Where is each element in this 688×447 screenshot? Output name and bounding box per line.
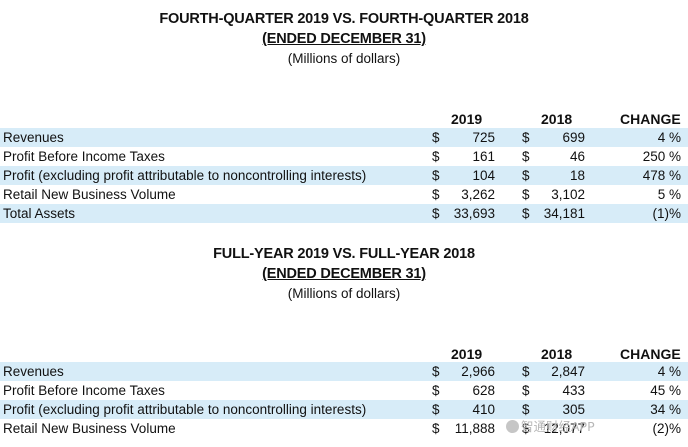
value-2018: 433	[562, 383, 585, 398]
row-label: Retail New Business Volume	[3, 421, 176, 436]
value-2018: 3,102	[551, 187, 585, 202]
change-value: 4 %	[657, 364, 681, 379]
value-2019: 410	[472, 402, 495, 417]
fy-units: (Millions of dollars)	[287, 286, 401, 301]
table-row: Revenues $ 2,966 $ 2,847 4 %	[0, 362, 688, 381]
dollar-sign: $	[432, 187, 440, 202]
watermark-logo-icon	[506, 420, 519, 433]
change-value: 250 %	[642, 149, 681, 164]
table-row: Revenues $ 725 $ 699 4 %	[0, 128, 688, 147]
row-label: Retail New Business Volume	[3, 187, 176, 202]
dollar-sign: $	[522, 383, 530, 398]
dollar-sign: $	[522, 168, 530, 183]
table-row: Profit (excluding profit attributable to…	[0, 400, 688, 419]
fy-subtitle: (ENDED DECEMBER 31)	[262, 266, 426, 282]
dollar-sign: $	[522, 364, 530, 379]
row-label: Profit (excluding profit attributable to…	[3, 402, 367, 417]
value-2019: 11,888	[454, 421, 495, 436]
fy-col-change: CHANGE	[620, 346, 681, 362]
change-value: 478 %	[642, 168, 681, 183]
change-value: 5 %	[657, 187, 681, 202]
dollar-sign: $	[432, 168, 440, 183]
q4-col-change: CHANGE	[620, 111, 681, 127]
change-value: 4 %	[657, 130, 681, 145]
value-2018: 12,077	[543, 421, 585, 436]
value-2018: 18	[569, 168, 585, 183]
row-label: Profit Before Income Taxes	[3, 383, 165, 398]
watermark: 智通财经APP	[506, 416, 595, 435]
table-row: Profit Before Income Taxes $ 161 $ 46 25…	[0, 147, 688, 166]
value-2018: 699	[562, 130, 585, 145]
dollar-sign: $	[432, 402, 440, 417]
fy-col-2018: 2018	[541, 346, 573, 362]
dollar-sign: $	[522, 130, 530, 145]
dollar-sign: $	[522, 206, 530, 221]
row-label: Revenues	[3, 364, 64, 379]
dollar-sign: $	[522, 402, 530, 417]
value-2018: 34,181	[543, 206, 585, 221]
value-2019: 104	[472, 168, 495, 183]
dollar-sign: $	[522, 149, 530, 164]
table-row: Profit Before Income Taxes $ 628 $ 433 4…	[0, 381, 688, 400]
dollar-sign: $	[432, 383, 440, 398]
value-2019: 628	[472, 383, 495, 398]
dollar-sign: $	[522, 421, 530, 436]
dollar-sign: $	[432, 130, 440, 145]
change-value: 34 %	[650, 402, 681, 417]
dollar-sign: $	[432, 206, 440, 221]
value-2018: 46	[569, 149, 585, 164]
dollar-sign: $	[432, 149, 440, 164]
fy-col-2019: 2019	[451, 346, 483, 362]
table-row: Retail New Business Volume $ 3,262 $ 3,1…	[0, 185, 688, 204]
q4-units: (Millions of dollars)	[287, 51, 401, 66]
row-label: Profit (excluding profit attributable to…	[3, 168, 367, 183]
value-2019: 3,262	[461, 187, 495, 202]
change-value: (1)%	[652, 206, 681, 221]
value-2019: 33,693	[453, 206, 495, 221]
value-2019: 725	[472, 130, 495, 145]
dollar-sign: $	[432, 421, 440, 436]
change-value: (2)%	[652, 421, 681, 436]
value-2018: 305	[562, 402, 585, 417]
row-label: Revenues	[3, 130, 64, 145]
fy-title: FULL-YEAR 2019 VS. FULL-YEAR 2018	[213, 246, 475, 262]
row-label: Profit Before Income Taxes	[3, 149, 165, 164]
dollar-sign: $	[522, 187, 530, 202]
value-2019: 161	[472, 149, 495, 164]
row-label: Total Assets	[3, 206, 76, 221]
q4-col-2018: 2018	[541, 111, 573, 127]
dollar-sign: $	[432, 364, 440, 379]
q4-title: FOURTH-QUARTER 2019 VS. FOURTH-QUARTER 2…	[159, 11, 529, 27]
value-2018: 2,847	[551, 364, 585, 379]
q4-subtitle: (ENDED DECEMBER 31)	[262, 31, 426, 47]
table-row: Total Assets $ 33,693 $ 34,181 (1)%	[0, 204, 688, 223]
table-row: Profit (excluding profit attributable to…	[0, 166, 688, 185]
table-row: Retail New Business Volume $ 11,888 $ 12…	[0, 419, 688, 438]
q4-col-2019: 2019	[451, 111, 483, 127]
value-2019: 2,966	[461, 364, 495, 379]
change-value: 45 %	[650, 383, 681, 398]
